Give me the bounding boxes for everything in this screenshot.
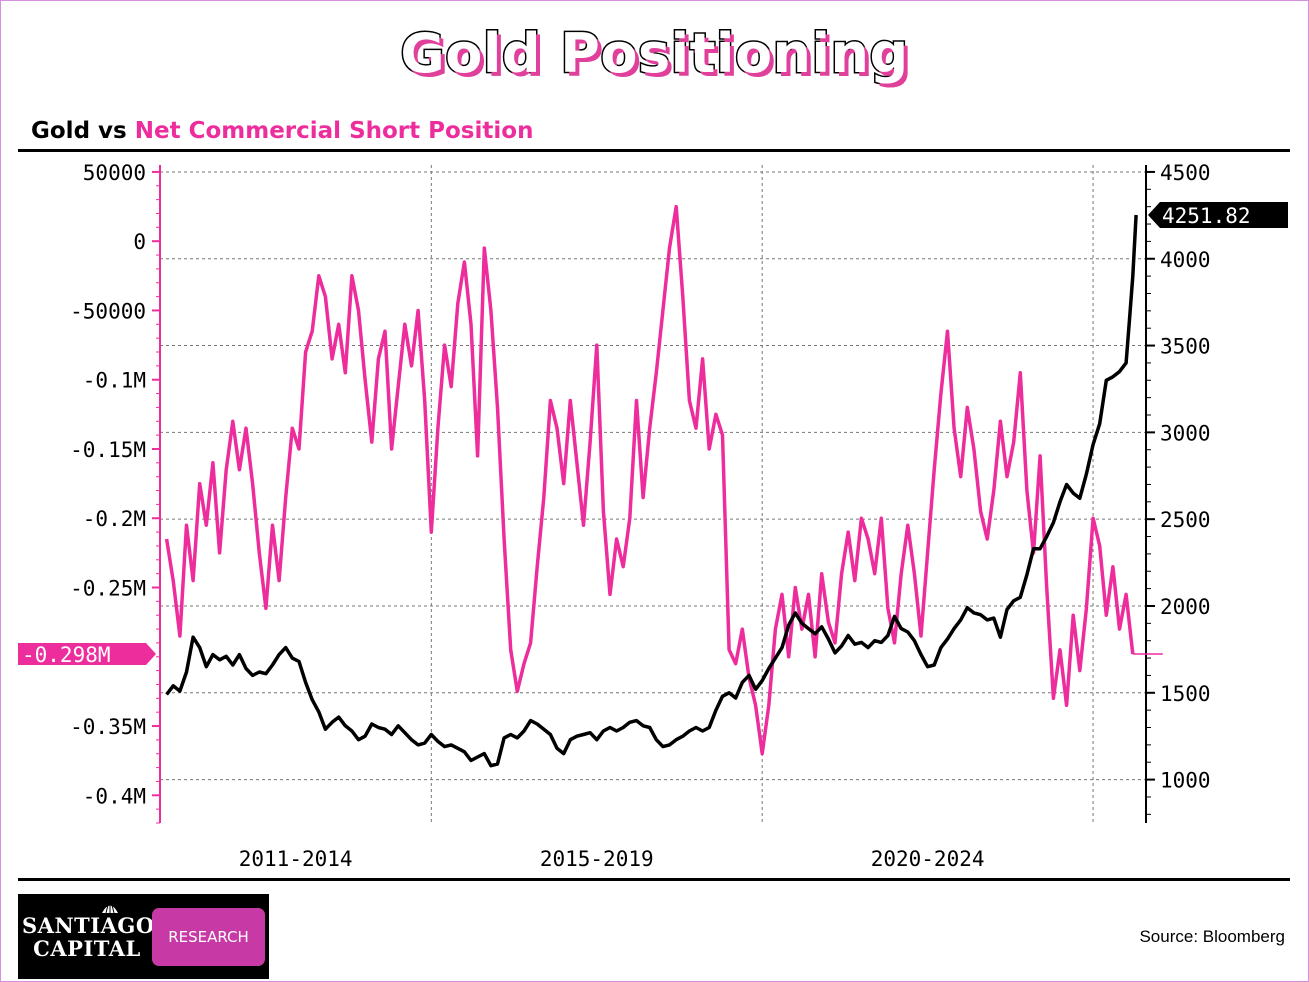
left-tick-label: 0 [133, 230, 146, 254]
right-tick-label: 3500 [1160, 335, 1211, 359]
left-tick-label: -50000 [70, 299, 146, 323]
left-tick-label: -0.15M [70, 438, 146, 462]
dual-axis-line-chart: 50000 0 -50000 -0.1M -0.15M -0.2M -0.25M -0.35M… [18, 161, 1288, 871]
logo-wordmark: SANTIAGO CAPITAL [22, 913, 155, 961]
left-tick-label: -0.4M [83, 784, 146, 808]
left-tick-label: -0.1M [83, 369, 146, 393]
chart-subtitle: Gold vs Net Commercial Short Position [31, 118, 533, 144]
right-tick-label: 3000 [1160, 421, 1211, 445]
right-tick-label: 2000 [1160, 595, 1211, 619]
x-period-label: 2015-2019 [540, 847, 654, 871]
shell-icon [102, 904, 118, 914]
logo-line-1: SANTIAGO [22, 913, 155, 938]
page-title: Gold Positioning [399, 21, 910, 87]
right-tick-label: 4500 [1160, 161, 1211, 185]
short-last-value-label: -0.298M [22, 643, 111, 667]
short-position-line [164, 204, 1135, 756]
research-badge: RESEARCH [152, 908, 265, 966]
right-tick-label: 4000 [1160, 248, 1211, 272]
right-tick-label: 2500 [1160, 508, 1211, 532]
left-tick-label: -0.2M [83, 507, 146, 531]
left-tick-label: -0.25M [70, 577, 146, 601]
left-tick-label: 50000 [83, 161, 146, 185]
right-tick-label: 1500 [1160, 682, 1211, 706]
gold-last-value-tag [1148, 202, 1288, 229]
x-period-label: 2011-2014 [239, 847, 353, 871]
top-divider [18, 149, 1290, 152]
subtitle-short-label: Net Commercial Short Position [134, 118, 534, 144]
x-period-label: 2020-2024 [871, 847, 985, 871]
source-note: Source: Bloomberg [1139, 927, 1285, 946]
bottom-divider [18, 878, 1290, 881]
short-last-value-tag [18, 642, 156, 665]
left-tick-label: -0.35M [70, 715, 146, 739]
gold-last-value-label: 4251.82 [1162, 204, 1251, 228]
subtitle-gold-label: Gold vs [31, 118, 135, 144]
gold-price-line [165, 214, 1138, 768]
santiago-capital-logo: SANTIAGO CAPITAL RESEARCH [18, 894, 269, 979]
logo-line-2: CAPITAL [33, 936, 141, 961]
right-tick-label: 1000 [1160, 769, 1211, 793]
